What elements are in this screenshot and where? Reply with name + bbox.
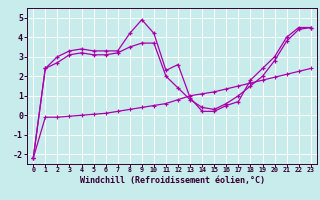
X-axis label: Windchill (Refroidissement éolien,°C): Windchill (Refroidissement éolien,°C)	[79, 176, 265, 185]
